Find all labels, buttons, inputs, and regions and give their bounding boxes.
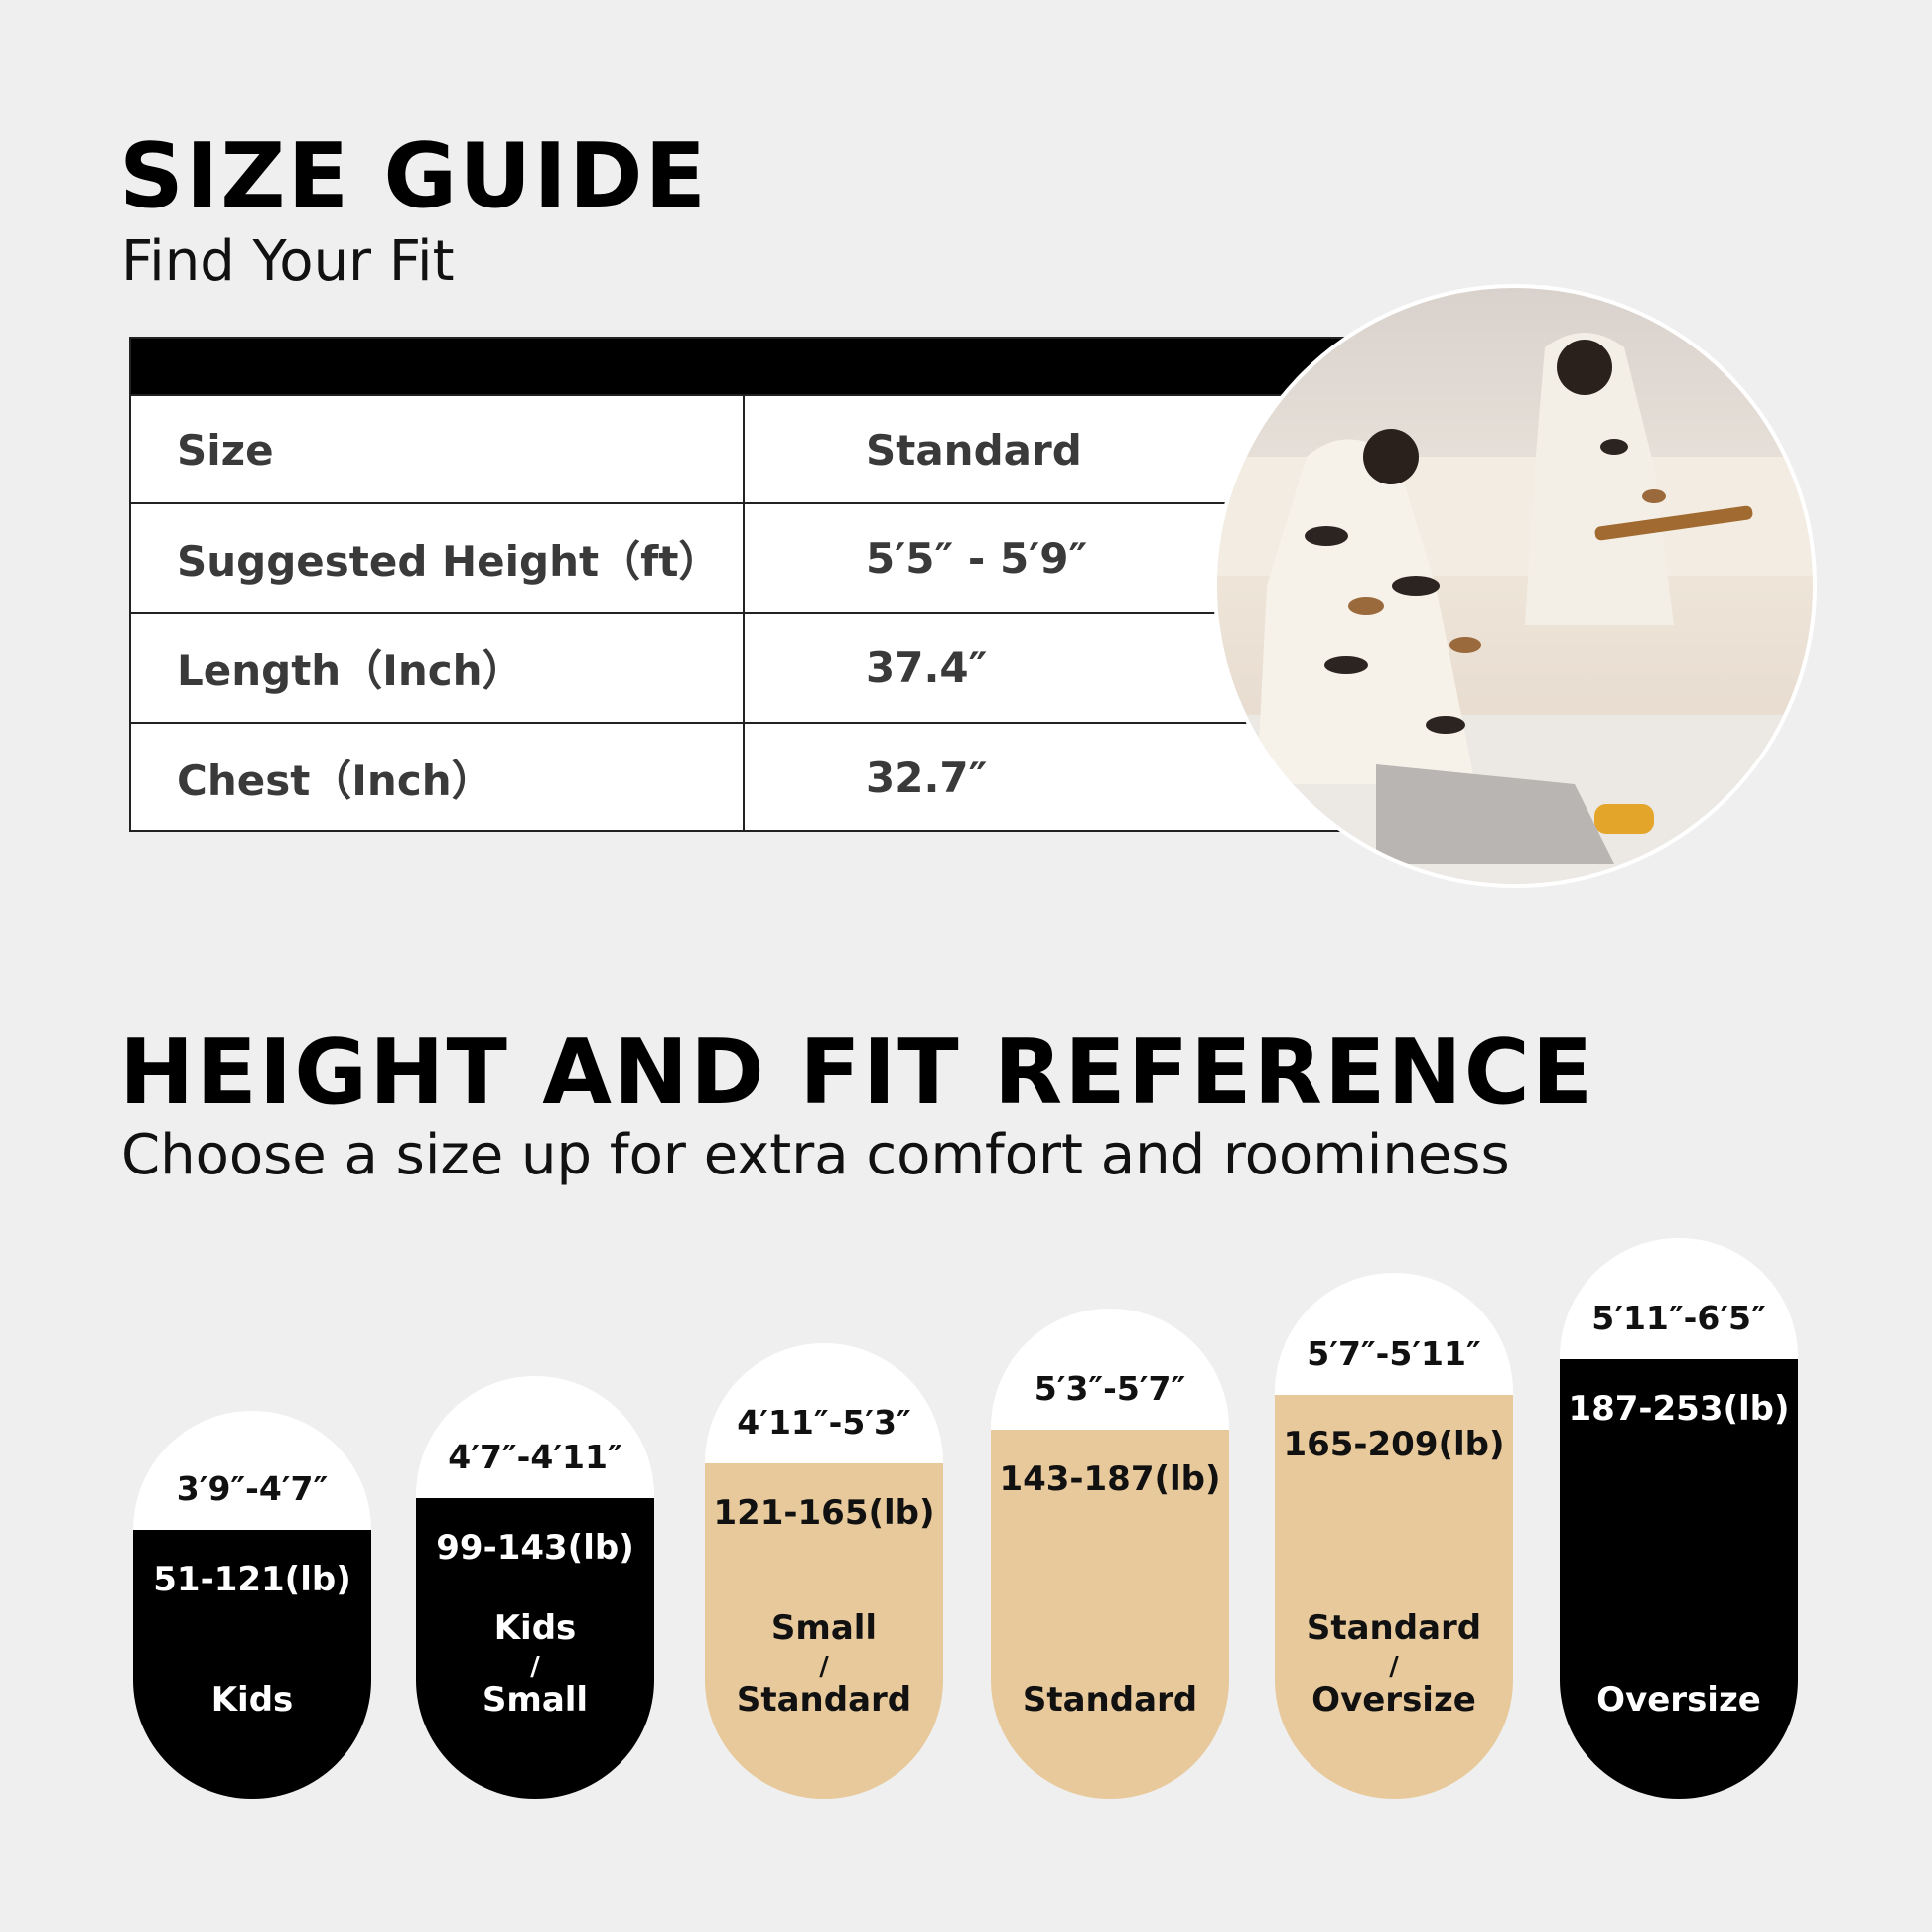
pill-fit: Standard xyxy=(736,1680,912,1720)
pill-weight: 187-253(lb) xyxy=(1568,1389,1790,1429)
table-row: Suggested Height（ft） 5′5″ - 5′9″ xyxy=(131,502,1358,612)
pill-height: 4′7″-4′11″ xyxy=(416,1376,654,1498)
row-label: Suggested Height（ft） xyxy=(177,536,721,586)
pill-fit: Kids xyxy=(493,1608,577,1648)
pill-fit: Oversize xyxy=(1311,1680,1476,1720)
pill-weight: 121-165(lb) xyxy=(713,1493,935,1533)
page-subtitle: Find Your Fit xyxy=(121,229,455,294)
pill-height: 4′11″-5′3″ xyxy=(705,1343,943,1463)
pill-fit: Standard xyxy=(1022,1680,1198,1720)
row-label: Length（Inch） xyxy=(177,645,524,695)
row-label: Chest（Inch） xyxy=(177,756,493,805)
product-photo xyxy=(1213,284,1817,888)
row-label: Size xyxy=(177,425,274,475)
pill-separator: / xyxy=(819,1652,829,1682)
pill-fit: Small xyxy=(770,1608,878,1648)
row-value: 37.4″ xyxy=(866,642,988,692)
table-row: Size Standard xyxy=(131,394,1358,503)
section-subtitle: Choose a size up for extra comfort and r… xyxy=(121,1123,1510,1187)
pill-height: 5′11″-6′5″ xyxy=(1560,1238,1798,1359)
row-value: Standard xyxy=(866,425,1082,475)
size-pill-standard: 5′3″-5′7″ 143-187(lb) Standard xyxy=(991,1309,1229,1799)
page-title: SIZE GUIDE xyxy=(119,124,709,228)
pill-weight: 51-121(lb) xyxy=(153,1560,351,1599)
size-pill-oversize: 5′11″-6′5″ 187-253(lb) Oversize xyxy=(1560,1238,1798,1799)
pill-weight: 99-143(lb) xyxy=(436,1528,634,1568)
models-in-hoodies-illustration xyxy=(1217,333,1813,884)
pill-separator: / xyxy=(530,1652,540,1682)
size-table: Size Standard Suggested Height（ft） 5′5″ - … xyxy=(129,337,1360,832)
pill-weight: 143-187(lb) xyxy=(999,1459,1221,1499)
size-pill-kids-small: 4′7″-4′11″ 99-143(lb) Kids / Small xyxy=(416,1376,654,1799)
table-row: Length（Inch） 37.4″ xyxy=(131,612,1358,721)
row-value: 5′5″ - 5′9″ xyxy=(866,533,1088,583)
size-pill-kids: 3′9″-4′7″ 51-121(lb) Kids xyxy=(133,1411,371,1799)
pill-separator: / xyxy=(1389,1652,1399,1682)
size-pill-small-standard: 4′11″-5′3″ 121-165(lb) Small / Standard xyxy=(705,1343,943,1799)
row-value: 32.7″ xyxy=(866,753,988,802)
table-header-bar xyxy=(131,339,1358,394)
pill-fit: Kids xyxy=(210,1680,294,1720)
pill-fit: Small xyxy=(482,1680,589,1720)
size-pill-standard-oversize: 5′7″-5′11″ 165-209(lb) Standard / Oversize xyxy=(1275,1273,1513,1799)
pill-fit: Oversize xyxy=(1596,1680,1761,1720)
section-title: HEIGHT AND FIT REFERENCE xyxy=(119,1021,1595,1125)
pill-height: 3′9″-4′7″ xyxy=(133,1411,371,1530)
pill-fit: Standard xyxy=(1306,1608,1482,1648)
pill-height: 5′3″-5′7″ xyxy=(991,1309,1229,1430)
pill-height: 5′7″-5′11″ xyxy=(1275,1273,1513,1395)
table-row: Chest（Inch） 32.7″ xyxy=(131,722,1358,831)
pill-weight: 165-209(lb) xyxy=(1283,1425,1505,1464)
